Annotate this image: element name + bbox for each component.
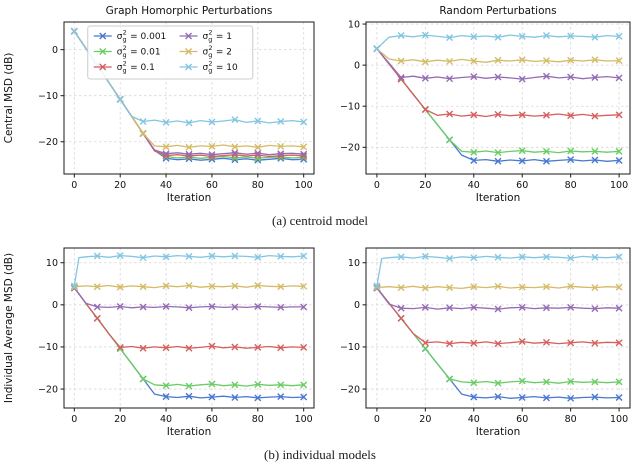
svg-text:−10: −10 — [340, 102, 360, 113]
svg-text:0: 0 — [374, 414, 380, 425]
svg-text:−10: −10 — [340, 342, 360, 353]
svg-text:Individual Average MSD (dB): Individual Average MSD (dB) — [3, 253, 15, 403]
svg-text:60: 60 — [516, 414, 528, 425]
chart-individual-msd-graph-homorphic: 0 20 40 60 80 100100−10−20IterationIndividual… — [3, 247, 315, 438]
svg-text:−20: −20 — [38, 137, 58, 148]
svg-text:−20: −20 — [38, 384, 58, 395]
svg-text:100: 100 — [610, 180, 628, 191]
svg-text:0: 0 — [354, 60, 360, 71]
svg-text:0: 0 — [71, 180, 77, 191]
svg-text:0: 0 — [71, 414, 77, 425]
chart-central-msd-graph-homorphic: 0 20 40 60 80 100 0 −10 −20 Graph Homorphic Pertu… — [3, 5, 315, 204]
svg-text:100: 100 — [295, 180, 313, 191]
svg-text:σg2 = 10: σg2 = 10 — [203, 59, 238, 74]
svg-text:0: 0 — [52, 300, 58, 311]
svg-text:80: 80 — [565, 414, 577, 425]
svg-text:10: 10 — [348, 19, 360, 30]
svg-text:σg2 = 0.01: σg2 = 0.01 — [117, 44, 161, 59]
svg-text:20: 20 — [419, 414, 431, 425]
svg-text:σg2 = 0.1: σg2 = 0.1 — [117, 59, 155, 74]
figure-row-centroid: 0 20 40 60 80 100 0 −10 −20 Graph Homorphic Pertu… — [0, 0, 640, 208]
svg-text:Random Perturbations: Random Perturbations — [439, 5, 556, 17]
svg-text:20: 20 — [114, 414, 126, 425]
caption-individual-models: (b) individual models — [264, 447, 376, 462]
svg-text:σg2 = 2: σg2 = 2 — [203, 44, 233, 59]
svg-text:60: 60 — [206, 180, 218, 191]
svg-text:40: 40 — [160, 414, 172, 425]
svg-text:40: 40 — [160, 180, 172, 191]
svg-text:−20: −20 — [340, 143, 360, 154]
svg-text:Graph Homorphic Perturbations: Graph Homorphic Perturbations — [106, 5, 273, 17]
svg-text:100: 100 — [295, 414, 313, 425]
svg-text:0: 0 — [374, 180, 380, 191]
svg-text:Central MSD (dB): Central MSD (dB) — [3, 53, 15, 144]
svg-text:0: 0 — [52, 45, 58, 56]
svg-text:40: 40 — [468, 180, 480, 191]
svg-text:80: 80 — [565, 180, 577, 191]
svg-text:Iteration: Iteration — [476, 426, 521, 438]
svg-text:60: 60 — [516, 180, 528, 191]
svg-text:80: 80 — [252, 180, 264, 191]
svg-text:σg2 = 1: σg2 = 1 — [203, 28, 233, 43]
svg-text:60: 60 — [206, 414, 218, 425]
svg-text:−20: −20 — [340, 384, 360, 395]
svg-text:0: 0 — [354, 300, 360, 311]
svg-text:Iteration: Iteration — [167, 192, 212, 204]
svg-text:−10: −10 — [38, 342, 58, 353]
svg-text:σg2 = 0.001: σg2 = 0.001 — [117, 28, 167, 43]
svg-text:40: 40 — [468, 414, 480, 425]
svg-text:100: 100 — [610, 414, 628, 425]
svg-text:20: 20 — [114, 180, 126, 191]
svg-text:Iteration: Iteration — [167, 426, 212, 438]
svg-text:20: 20 — [419, 180, 431, 191]
svg-text:−10: −10 — [38, 91, 58, 102]
svg-text:Iteration: Iteration — [476, 192, 521, 204]
caption-centroid-model: (a) centroid model — [271, 213, 368, 228]
svg-text:10: 10 — [46, 258, 58, 269]
figure-row-individual: 0 20 40 60 80 100 10 0 −10 −20 Iteration Individual… — [0, 234, 640, 442]
svg-text:10: 10 — [348, 258, 360, 269]
svg-text:80: 80 — [252, 414, 264, 425]
